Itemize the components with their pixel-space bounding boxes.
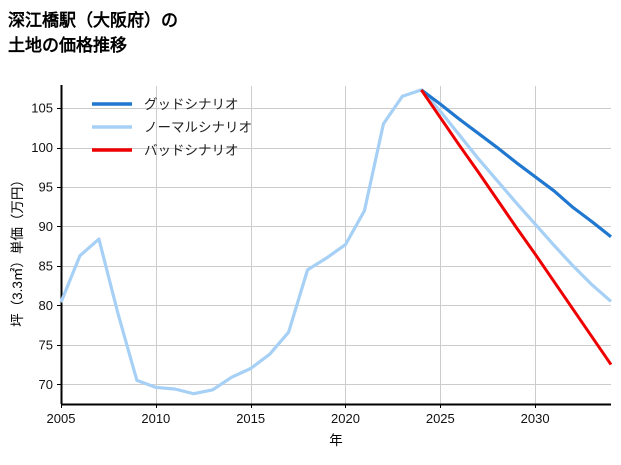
x-tick-label: 2010 [141, 411, 170, 426]
series-group [59, 88, 613, 396]
series-line-bad [420, 89, 613, 366]
y-axis-title: 坪（3.3㎡）単価（万円） [10, 173, 25, 327]
x-tick-label: 2005 [47, 411, 76, 426]
y-tick-labels-group: 70 75 80 85 90 95 100 105 [31, 101, 53, 392]
y-tick-label: 100 [31, 140, 53, 155]
legend-label-good: グッドシナリオ [144, 97, 239, 112]
series-line-good [420, 88, 612, 238]
x-axis-title: 年 [329, 433, 343, 448]
y-tick-label: 80 [39, 298, 53, 313]
x-tick-label: 2030 [521, 411, 550, 426]
y-tick-label: 85 [39, 258, 53, 273]
x-tick-labels-group: 2005 2010 2015 2020 2025 2030 [47, 411, 550, 426]
x-tick-label: 2020 [331, 411, 360, 426]
gridlines-group [61, 86, 611, 404]
legend-label-normal: ノーマルシナリオ [144, 120, 252, 135]
y-tick-label: 70 [39, 377, 53, 392]
series-line-normal [59, 88, 613, 396]
legend-label-bad: バッドシナリオ [144, 143, 239, 158]
y-tick-label: 105 [31, 101, 53, 116]
y-tick-label: 95 [39, 180, 53, 195]
x-tick-label: 2015 [236, 411, 265, 426]
axis-spines-group [60, 85, 611, 406]
y-tick-label: 75 [39, 337, 53, 352]
x-tick-label: 2025 [426, 411, 455, 426]
y-tick-label: 90 [39, 219, 53, 234]
chart-title: 深江橋駅（大阪府）の 土地の価格推移 [8, 11, 178, 55]
